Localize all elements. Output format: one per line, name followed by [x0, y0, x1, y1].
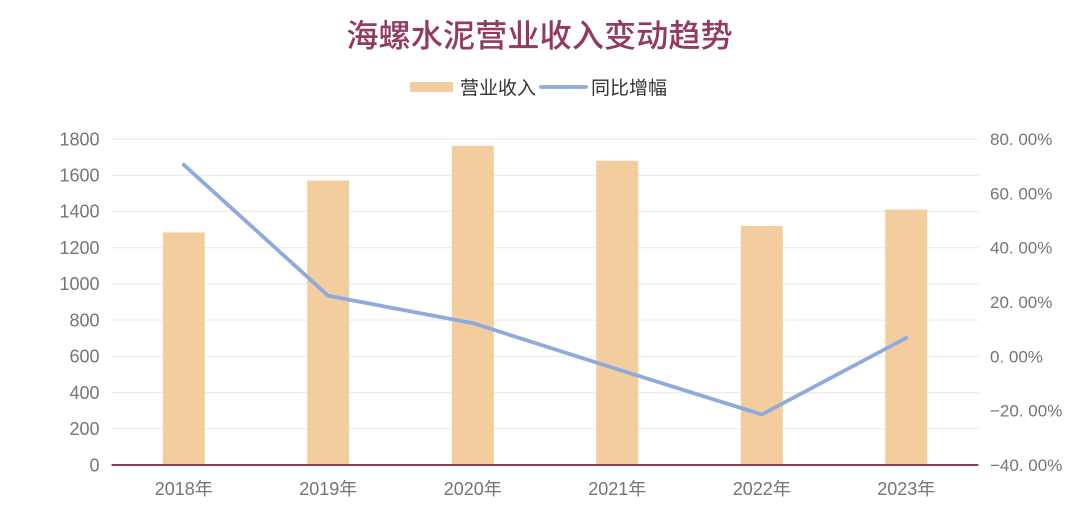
svg-text:400: 400 [69, 383, 99, 403]
svg-text:40. 00%: 40. 00% [990, 239, 1052, 258]
svg-text:2022: 2022 [733, 479, 773, 499]
svg-text:1800: 1800 [59, 129, 99, 149]
svg-text:2021: 2021 [588, 479, 628, 499]
svg-text:60. 00%: 60. 00% [990, 184, 1052, 203]
svg-text:2023: 2023 [877, 479, 917, 499]
svg-text:1000: 1000 [59, 274, 99, 294]
svg-text:200: 200 [69, 419, 99, 439]
svg-text:−40. 00%: −40. 00% [990, 456, 1062, 475]
svg-text:2019: 2019 [299, 479, 339, 499]
svg-text:20. 00%: 20. 00% [990, 293, 1052, 312]
svg-text:1600: 1600 [59, 166, 99, 186]
svg-text:600: 600 [69, 347, 99, 367]
svg-text:800: 800 [69, 310, 99, 330]
svg-text:0: 0 [89, 455, 99, 475]
svg-text:2020: 2020 [444, 479, 484, 499]
svg-text:2018: 2018 [155, 479, 195, 499]
svg-text:0. 00%: 0. 00% [990, 347, 1043, 366]
svg-text:80. 00%: 80. 00% [990, 130, 1052, 149]
svg-text:−20. 00%: −20. 00% [990, 402, 1062, 421]
svg-text:1400: 1400 [59, 202, 99, 222]
svg-text:1200: 1200 [59, 238, 99, 258]
